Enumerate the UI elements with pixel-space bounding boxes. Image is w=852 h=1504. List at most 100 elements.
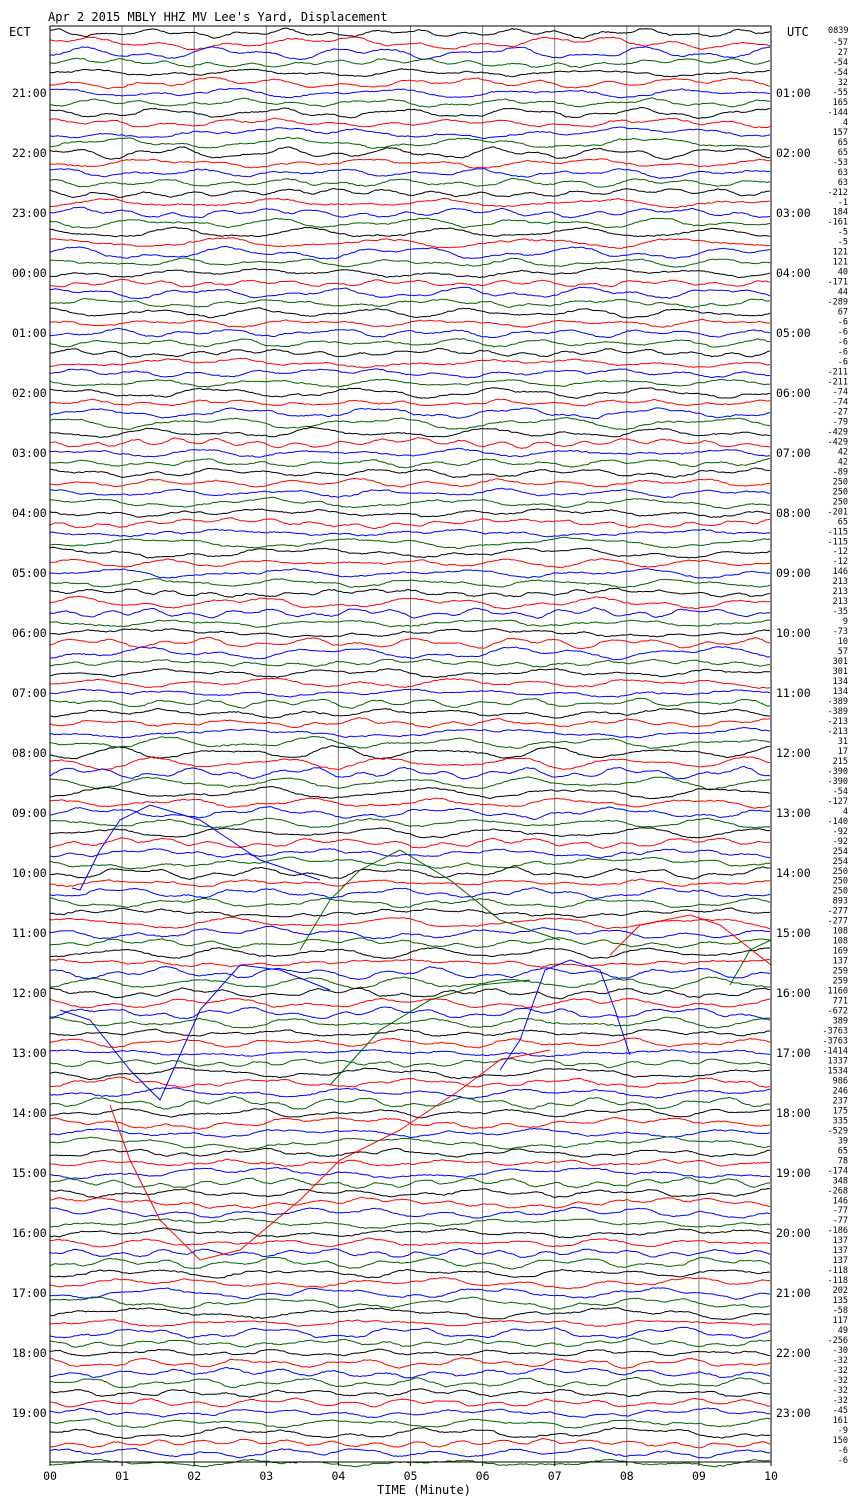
trace-line (49, 76, 771, 90)
trace-offset-label: -27 (833, 407, 848, 417)
trace-offset-label: -171 (828, 278, 848, 288)
trace-line (49, 558, 771, 569)
trace-line (49, 1237, 771, 1248)
trace-line (49, 1217, 771, 1229)
trace-offset-label: -212 (828, 188, 848, 198)
trace-line (49, 745, 771, 760)
trace-line (49, 126, 771, 140)
trace-line (49, 965, 771, 981)
trace-line (49, 668, 771, 678)
trace-line (49, 245, 770, 260)
trace-offset-label: 42 (838, 447, 848, 457)
trace-offset-label: 1160 (828, 987, 848, 997)
trace-offset-label: -92 (833, 827, 848, 837)
trace-line (49, 206, 771, 219)
left-hour-label: 02:00 (12, 386, 47, 400)
trace-offset-label: 121 (833, 258, 848, 268)
trace-offset-label: 213 (833, 587, 848, 597)
trace-line (49, 997, 771, 1009)
trace-offset-label: 250 (833, 867, 848, 877)
trace-line (49, 756, 771, 771)
trace-line (49, 27, 771, 39)
trace-offset-label: -211 (828, 377, 848, 387)
right-hour-label: 09:00 (776, 566, 811, 580)
trace-line (49, 146, 771, 160)
right-hour-label: 03:00 (776, 206, 811, 220)
trace-offset-label: 134 (833, 677, 848, 687)
trace-offset-label: 254 (833, 857, 848, 867)
trace-offset-label: -118 (828, 1276, 848, 1286)
x-axis-ticks: 00 01 02 03 04 05 06 07 08 09 10 (43, 1462, 778, 1483)
trace-line (49, 785, 771, 800)
trace-line (49, 1247, 771, 1258)
trace-line (49, 106, 771, 119)
trace-offset-label: -45 (833, 1406, 848, 1416)
right-hour-label: 14:00 (776, 866, 811, 880)
trace-offset-label: -3763 (822, 1027, 848, 1037)
trace-offset-label: -161 (828, 218, 848, 228)
trace-offset-label: -118 (828, 1266, 848, 1276)
right-hour-label: 07:00 (776, 446, 811, 460)
right-hour-label: 01:00 (776, 86, 811, 100)
left-hour-label: 18:00 (12, 1346, 47, 1360)
trace-line (49, 848, 771, 859)
right-hour-label: 16:00 (776, 986, 811, 1000)
trace-offset-label: 65 (838, 148, 848, 158)
trace-offset-label: 301 (833, 657, 848, 667)
trace-offset-label: 348 (833, 1176, 848, 1186)
trace-offset-label: 1534 (828, 1066, 848, 1076)
trace-offset-label: 17 (838, 747, 848, 757)
trace-offset-label: 250 (833, 497, 848, 507)
trace-offset-label: 32 (838, 78, 848, 88)
trace-line (49, 278, 771, 288)
trace-line (49, 1049, 771, 1058)
trace-line (49, 1107, 771, 1119)
trace-line (49, 1136, 771, 1151)
trace-offset-label: 893 (833, 897, 848, 907)
trace-offset-label: -140 (828, 817, 848, 827)
left-hour-labels: 21:00 22:00 23:00 00:00 01:00 02:00 03:00 04:00… (12, 86, 47, 1420)
trace-line (49, 368, 771, 379)
trace-offset-label: -186 (828, 1226, 848, 1236)
left-hour-label: 01:00 (12, 326, 47, 340)
trace-offset-label: -77 (833, 1216, 848, 1226)
trace-line (49, 1268, 771, 1279)
x-tick-label: 00 (43, 1469, 57, 1483)
trace-offset-label: -54 (833, 58, 848, 68)
x-tick-label: 05 (404, 1469, 418, 1483)
trace-line (49, 856, 771, 870)
trace-offset-label: 137 (833, 1236, 848, 1246)
trace-line (49, 958, 771, 968)
trace-line (49, 1016, 771, 1029)
trace-line (49, 837, 771, 849)
trace-line (49, 1326, 771, 1339)
trace-line (50, 1337, 771, 1348)
left-hour-label: 00:00 (12, 266, 47, 280)
trace-offset-label: 108 (833, 927, 848, 937)
trace-line (49, 1127, 771, 1138)
trace-line (49, 417, 771, 431)
trace-line (49, 1426, 771, 1440)
trace-offset-label: -53 (833, 158, 848, 168)
trace-line (49, 1417, 771, 1429)
trace-line (49, 68, 771, 78)
trace-line (49, 1087, 771, 1099)
trace-offset-label: 202 (833, 1286, 848, 1296)
trace-offset-label: 150 (833, 1436, 848, 1446)
left-hour-label: 21:00 (12, 86, 47, 100)
trace-offset-label: -6 (838, 328, 848, 338)
trace-offset-label: 65 (838, 138, 848, 148)
trace-line (49, 467, 771, 478)
trace-offset-label: -529 (828, 1126, 848, 1136)
trace-line (49, 1319, 771, 1327)
trace-line (49, 1227, 771, 1239)
trace-line (49, 297, 771, 309)
right-hour-label: 18:00 (776, 1106, 811, 1120)
trace-line (49, 937, 771, 949)
trace-line (49, 707, 771, 719)
left-hour-label: 07:00 (12, 686, 47, 700)
trace-offset-label: 137 (833, 957, 848, 967)
trace-offset-label: 250 (833, 877, 848, 887)
left-hour-label: 12:00 (12, 986, 47, 1000)
trace-offset-label: 165 (833, 98, 848, 108)
